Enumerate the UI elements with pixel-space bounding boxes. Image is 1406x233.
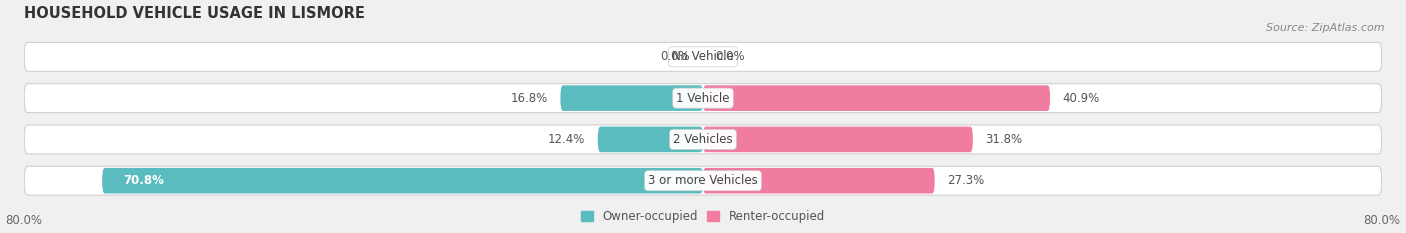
FancyBboxPatch shape <box>703 168 935 193</box>
Text: 2 Vehicles: 2 Vehicles <box>673 133 733 146</box>
Text: 31.8%: 31.8% <box>986 133 1022 146</box>
Text: 1 Vehicle: 1 Vehicle <box>676 92 730 105</box>
FancyBboxPatch shape <box>703 127 973 152</box>
FancyBboxPatch shape <box>561 85 703 111</box>
FancyBboxPatch shape <box>598 127 703 152</box>
FancyBboxPatch shape <box>703 85 1050 111</box>
Text: Source: ZipAtlas.com: Source: ZipAtlas.com <box>1267 23 1385 33</box>
Text: 0.0%: 0.0% <box>661 50 690 63</box>
FancyBboxPatch shape <box>103 168 703 193</box>
Text: 16.8%: 16.8% <box>510 92 548 105</box>
Text: 12.4%: 12.4% <box>548 133 585 146</box>
FancyBboxPatch shape <box>24 166 1382 195</box>
Text: No Vehicle: No Vehicle <box>672 50 734 63</box>
FancyBboxPatch shape <box>24 125 1382 154</box>
FancyBboxPatch shape <box>24 84 1382 113</box>
FancyBboxPatch shape <box>24 42 1382 71</box>
Text: HOUSEHOLD VEHICLE USAGE IN LISMORE: HOUSEHOLD VEHICLE USAGE IN LISMORE <box>24 6 366 21</box>
Text: 70.8%: 70.8% <box>124 174 165 187</box>
Text: 3 or more Vehicles: 3 or more Vehicles <box>648 174 758 187</box>
Text: 0.0%: 0.0% <box>716 50 745 63</box>
Text: 40.9%: 40.9% <box>1063 92 1099 105</box>
Text: 27.3%: 27.3% <box>948 174 984 187</box>
Legend: Owner-occupied, Renter-occupied: Owner-occupied, Renter-occupied <box>576 206 830 228</box>
